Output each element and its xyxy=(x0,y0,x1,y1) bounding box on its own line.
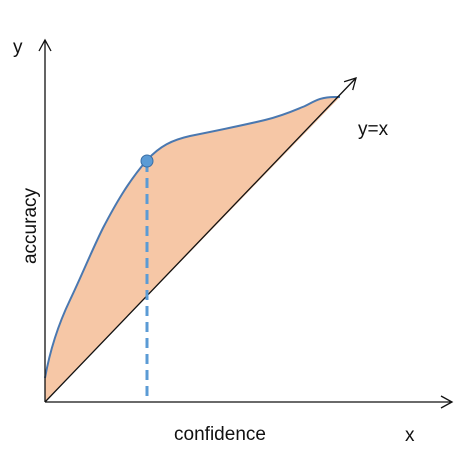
accuracy-label: accuracy xyxy=(20,187,41,264)
diagonal-label: y=x xyxy=(358,119,389,140)
accuracy-curve xyxy=(44,96,340,379)
confidence-label: confidence xyxy=(174,424,266,445)
y-label: y xyxy=(13,37,23,58)
point xyxy=(140,154,154,168)
x-label: x xyxy=(405,425,415,446)
diagonal xyxy=(44,77,357,403)
